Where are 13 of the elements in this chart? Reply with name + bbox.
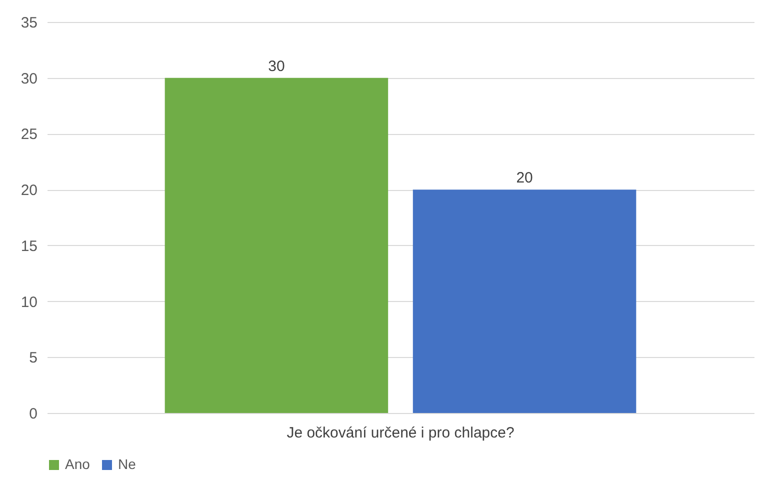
legend-label: Ne [118,456,136,472]
y-tick-label: 30 [20,70,38,88]
y-tick-label: 5 [29,350,38,367]
data-label: 20 [516,170,533,187]
y-tick-label: 35 [20,14,38,32]
y-tick-label: 15 [20,238,38,255]
y-tick-label: 25 [20,126,38,144]
legend-label: Ano [65,456,90,472]
x-tick-label: Je očkování určené i pro chlapce? [286,424,514,442]
data-label: 30 [268,58,285,75]
y-tick-label: 10 [20,294,38,311]
y-tick-label: 0 [29,406,38,422]
y-tick-label: 20 [20,182,38,200]
